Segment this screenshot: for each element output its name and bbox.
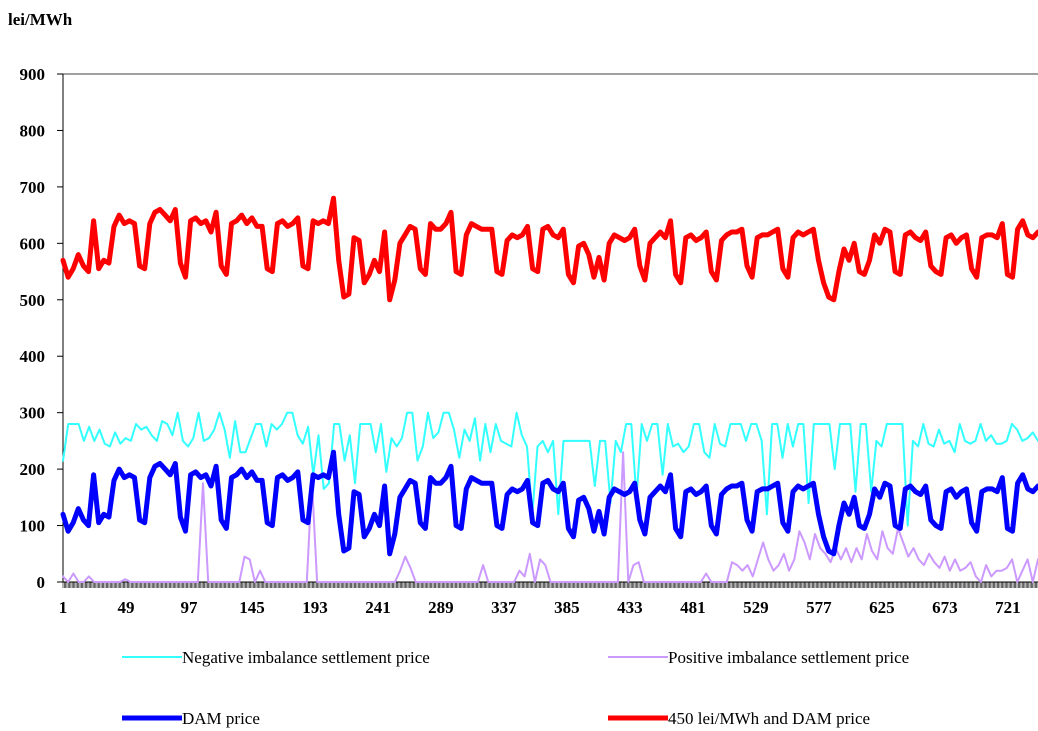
y-tick-label: 500 <box>20 291 46 310</box>
y-tick-label: 300 <box>20 404 46 423</box>
y-tick-label: 900 <box>20 65 46 84</box>
y-tick-label: 100 <box>20 517 46 536</box>
x-tick-label: 97 <box>180 598 198 617</box>
x-tick-label: 577 <box>806 598 832 617</box>
plot-area <box>62 73 1038 582</box>
x-tick-label: 193 <box>302 598 328 617</box>
legend-label-4: 450 lei/MWh and DAM price <box>668 709 870 728</box>
legend-label-2: Positive imbalance settlement price <box>668 648 909 667</box>
x-tick-label: 721 <box>995 598 1021 617</box>
x-tick-label: 289 <box>428 598 454 617</box>
x-tick-label: 673 <box>932 598 958 617</box>
x-tick-label: 529 <box>743 598 769 617</box>
series-lines <box>60 195 1038 583</box>
x-tick-label: 337 <box>491 598 517 617</box>
x-axis: 1 49 97 145 193 241 289 337 385 433 481 529 577 625 67… <box>59 581 1038 617</box>
x-tick-label: 433 <box>617 598 643 617</box>
series-line-4 <box>60 195 1038 303</box>
x-tick-label: 481 <box>680 598 706 617</box>
x-tick-label: 241 <box>365 598 391 617</box>
legend-label-1: Negative imbalance settlement price <box>182 648 430 667</box>
x-tick-label: 625 <box>869 598 895 617</box>
x-minor-tick-marks <box>62 582 1038 588</box>
series-line-3 <box>60 449 1038 557</box>
series-line-1 <box>62 411 1038 527</box>
x-tick-label: 1 <box>59 598 68 617</box>
legend-label-3: DAM price <box>182 709 260 728</box>
y-tick-label: 200 <box>20 460 46 479</box>
y-axis-unit-label: lei/MWh <box>8 10 73 29</box>
y-axis: 0 100 200 300 400 500 600 700 800 900 <box>20 65 63 592</box>
x-tick-label: 385 <box>554 598 580 617</box>
y-tick-label: 0 <box>37 573 46 592</box>
series-line-2 <box>62 451 1038 583</box>
legend: Negative imbalance settlement price Posit… <box>122 648 909 728</box>
x-tick-label: 49 <box>117 598 134 617</box>
y-tick-label: 400 <box>20 347 46 366</box>
y-tick-label: 800 <box>20 121 46 140</box>
x-tick-label: 145 <box>239 598 265 617</box>
y-tick-label: 700 <box>20 178 46 197</box>
y-tick-label: 600 <box>20 234 46 253</box>
